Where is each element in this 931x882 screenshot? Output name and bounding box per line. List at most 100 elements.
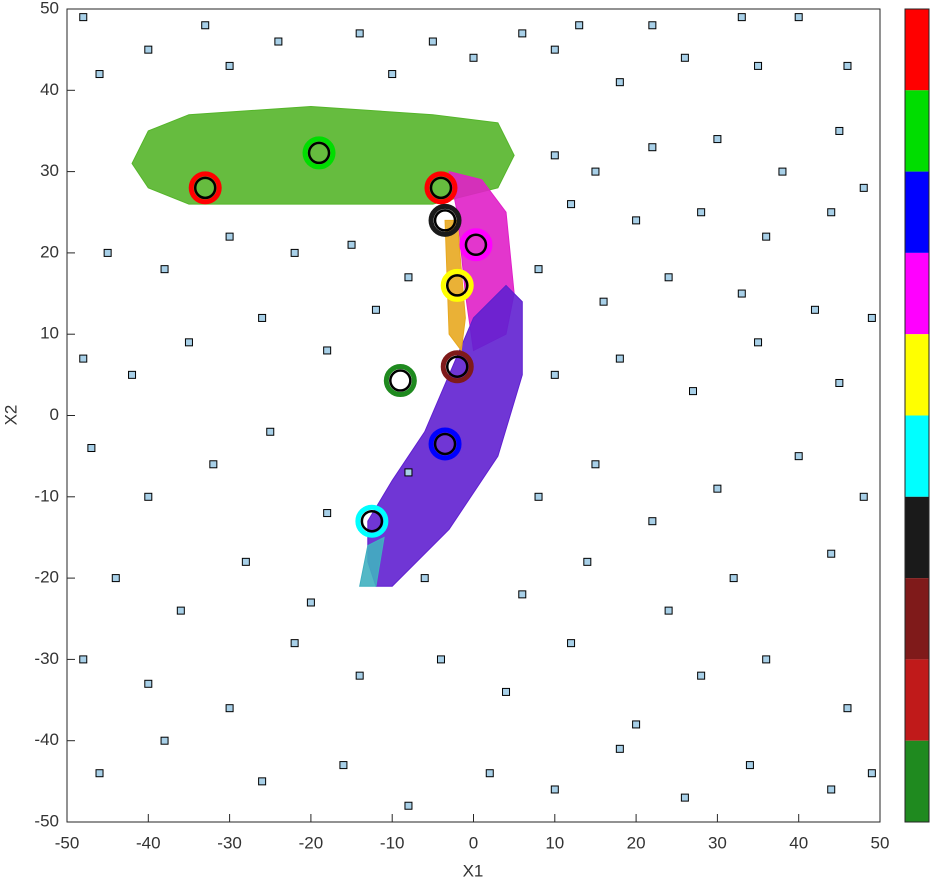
cluster-center <box>440 350 474 384</box>
cluster-center <box>428 427 462 461</box>
center-inner-ring <box>360 509 384 533</box>
data-point <box>550 785 559 794</box>
center-inner-ring <box>433 209 457 232</box>
data-point <box>648 143 657 152</box>
y-tick-label: 30 <box>40 161 59 180</box>
center-ring <box>459 228 493 262</box>
data-point <box>615 744 624 753</box>
data-point <box>428 37 437 46</box>
colorbar-swatch <box>905 578 929 660</box>
center-ring <box>188 171 222 205</box>
data-point <box>583 557 592 566</box>
data-point <box>225 61 234 70</box>
x-tick-label: 50 <box>871 833 890 852</box>
data-point <box>827 785 836 794</box>
data-point <box>209 460 218 469</box>
x-tick-label: 0 <box>469 833 478 852</box>
y-tick-label: -20 <box>34 568 59 587</box>
data-point <box>778 167 787 176</box>
x-tick-label: -20 <box>299 833 324 852</box>
x-tick-label: 20 <box>627 833 646 852</box>
data-point <box>737 13 746 22</box>
data-point <box>534 492 543 501</box>
data-point <box>827 549 836 558</box>
data-point <box>615 354 624 363</box>
colorbar-swatch <box>905 496 929 579</box>
colorbar-swatch <box>905 659 929 741</box>
data-point <box>664 606 673 615</box>
data-point <box>859 492 868 501</box>
data-point <box>266 427 275 436</box>
data-point <box>79 655 88 664</box>
data-point <box>713 484 722 493</box>
center-inner-ring <box>433 432 457 456</box>
data-point <box>95 70 104 79</box>
x-axis-label: X1 <box>463 861 484 880</box>
data-point <box>79 354 88 363</box>
data-point <box>591 167 600 176</box>
data-point <box>290 639 299 648</box>
x-tick-label: 30 <box>708 833 727 852</box>
data-point <box>502 687 511 696</box>
data-point <box>567 200 576 209</box>
y-tick-label: -10 <box>34 486 59 505</box>
data-point <box>144 45 153 54</box>
data-point <box>420 574 429 583</box>
data-point <box>323 509 332 518</box>
data-point <box>591 460 600 469</box>
center-inner-ring <box>464 233 488 257</box>
center-ring <box>428 203 462 237</box>
center-ring <box>302 136 336 170</box>
data-point <box>404 801 413 810</box>
data-point <box>867 313 876 322</box>
y-tick-label: 50 <box>40 0 59 17</box>
data-point <box>347 240 356 249</box>
y-tick-label: -30 <box>34 649 59 668</box>
data-point <box>534 265 543 274</box>
data-point <box>201 21 210 30</box>
data-point <box>436 655 445 664</box>
center-inner-ring <box>307 141 331 165</box>
data-point <box>95 769 104 778</box>
data-point <box>550 370 559 379</box>
data-point <box>404 468 413 477</box>
data-point <box>762 232 771 241</box>
cluster-center <box>459 228 493 262</box>
data-point <box>339 761 348 770</box>
data-point <box>518 29 527 38</box>
data-point <box>258 777 267 786</box>
data-point <box>306 598 315 607</box>
data-point <box>737 289 746 298</box>
colorbar-swatch <box>905 171 929 253</box>
data-point <box>762 655 771 664</box>
y-tick-label: 20 <box>40 242 59 261</box>
x-tick-label: -30 <box>217 833 242 852</box>
data-point <box>680 53 689 62</box>
data-point <box>754 338 763 347</box>
center-inner-ring <box>389 369 412 392</box>
data-point <box>867 769 876 778</box>
data-point <box>404 273 413 282</box>
cluster-center <box>428 203 462 237</box>
y-tick-label: 10 <box>40 324 59 343</box>
data-point <box>794 13 803 22</box>
x-tick-label: 10 <box>545 833 564 852</box>
cluster-center <box>440 268 474 302</box>
data-point <box>241 557 250 566</box>
cluster-region <box>359 536 385 587</box>
data-point <box>664 273 673 282</box>
data-point <box>835 378 844 387</box>
data-point <box>567 639 576 648</box>
data-point <box>843 704 852 713</box>
data-point <box>184 338 193 347</box>
data-point <box>79 13 88 22</box>
x-tick-label: -50 <box>55 833 80 852</box>
data-point <box>225 704 234 713</box>
x-tick-label: 40 <box>789 833 808 852</box>
data-point <box>810 305 819 314</box>
cluster-region <box>131 106 515 205</box>
colorbar-swatch <box>905 740 929 822</box>
data-point <box>599 297 608 306</box>
colorbar-swatch <box>905 415 929 497</box>
